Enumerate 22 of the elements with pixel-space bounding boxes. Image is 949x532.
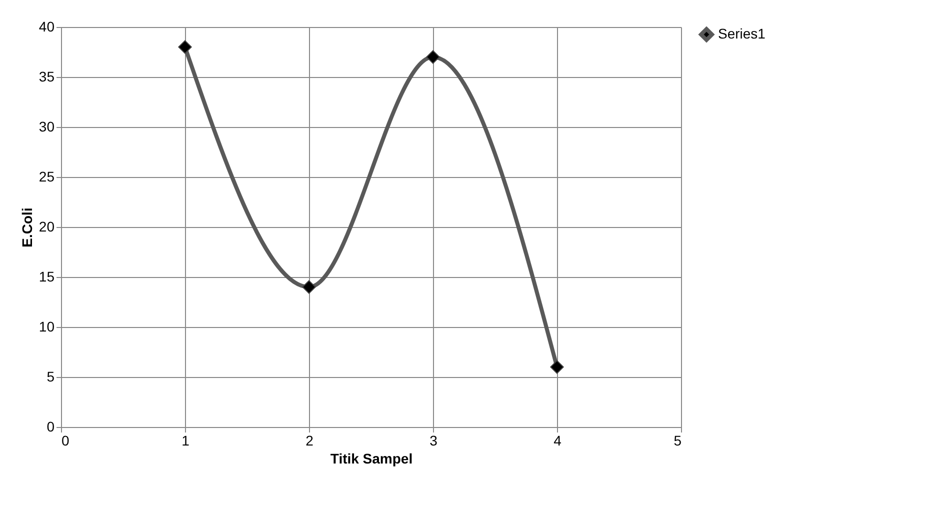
y-tick-label: 30 (38, 118, 55, 134)
point (302, 280, 316, 294)
legend-label: Series1 (718, 26, 766, 42)
x-tick-label: 1 (182, 432, 190, 448)
y-tick-label: 15 (38, 268, 55, 284)
x-tick-label: 3 (430, 432, 438, 448)
x-tick-label: 0 (62, 432, 70, 448)
y-tick-label: 40 (38, 18, 55, 34)
y-tick-label: 5 (46, 368, 55, 384)
point (426, 50, 440, 64)
x-tick-label: 5 (674, 432, 682, 448)
y-tick-label: 25 (38, 168, 55, 184)
y-tick-label: 35 (38, 68, 55, 84)
y-tick-label: 20 (38, 218, 55, 234)
x-tick-label: 2 (306, 432, 314, 448)
point (178, 40, 192, 54)
x-axis-title: Titik Sampel (330, 450, 413, 466)
y-tick-label: 10 (38, 318, 55, 334)
point (550, 360, 564, 374)
y-axis-title: E.Coli (18, 208, 35, 248)
y-tick-label: 0 (46, 418, 55, 434)
x-tick-label: 4 (554, 432, 562, 448)
